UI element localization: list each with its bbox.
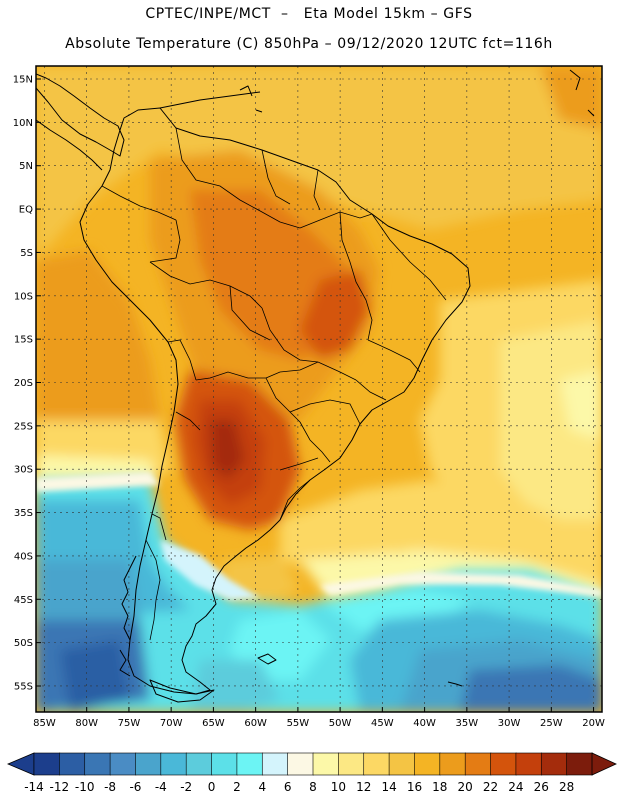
colorbar-label: 28 xyxy=(559,780,574,794)
lon-tick-label: 20W xyxy=(582,718,605,729)
lon-tick-label: 50W xyxy=(329,718,352,729)
colorbar-label: 2 xyxy=(233,780,241,794)
colorbar-label: 18 xyxy=(432,780,447,794)
colorbar-label: 26 xyxy=(534,780,549,794)
lon-tick-label: 80W xyxy=(75,718,98,729)
lat-tick-label: 10N xyxy=(13,118,33,129)
colorbar-swatch xyxy=(33,752,61,776)
lon-tick-label: 40W xyxy=(413,718,436,729)
colorbar-label: 8 xyxy=(309,780,317,794)
title-line-1: CPTEC/INPE/MCT – Eta Model 15km – GFS xyxy=(145,6,473,22)
lon-tick-label: 45W xyxy=(371,718,394,729)
colorbar-swatch xyxy=(312,752,340,776)
colorbar-swatch xyxy=(59,752,86,776)
colorbar-label: -4 xyxy=(155,780,167,794)
colorbar-label: -8 xyxy=(104,780,116,794)
colorbar-swatch xyxy=(439,752,466,776)
title-line-2: Absolute Temperature (C) 850hPa – 09/12/… xyxy=(65,36,553,52)
lat-tick-label: 15S xyxy=(14,335,33,346)
colorbar: -14 -12 -10 -8 -6 -4 -2 0 2 4 6 8 10 12 14 16 18 20 22 24 26… xyxy=(6,752,617,794)
colorbar-label: -2 xyxy=(180,780,192,794)
colorbar-swatch xyxy=(287,752,314,776)
colorbar-label: 6 xyxy=(284,780,292,794)
colorbar-high-arrow xyxy=(591,752,617,776)
lon-tick-label: 35W xyxy=(456,718,479,729)
lon-tick-label: 60W xyxy=(244,718,267,729)
plot-frame xyxy=(35,65,603,713)
lon-tick-label: 65W xyxy=(202,718,225,729)
lon-tick-label: 25W xyxy=(540,718,563,729)
colorbar-label: 10 xyxy=(331,780,346,794)
temperature-field xyxy=(36,66,602,712)
lat-tick-label: 20S xyxy=(14,378,33,389)
lon-tick-label: 75W xyxy=(118,718,141,729)
coastlines xyxy=(36,69,595,703)
colorbar-swatch xyxy=(160,752,187,776)
latitude-labels: 15N 10N 5N EQ 5S 10S 15S 20S 25S 30S 35S 40S 45S 50S 5… xyxy=(13,75,33,693)
colorbar-label: -12 xyxy=(50,780,70,794)
colorbar-label: 12 xyxy=(356,780,371,794)
colorbar-swatch xyxy=(566,752,593,776)
colorbar-swatch xyxy=(261,752,289,776)
colorbar-label: -10 xyxy=(75,780,95,794)
lat-tick-label: 50S xyxy=(14,638,33,649)
colorbar-swatch xyxy=(363,752,390,776)
colorbar-label: 22 xyxy=(483,780,498,794)
lat-tick-label: 55S xyxy=(14,681,33,692)
lon-tick-label: 85W xyxy=(33,718,56,729)
lat-tick-label: 15N xyxy=(13,75,33,86)
colorbar-label: -14 xyxy=(24,780,44,794)
colorbar-low-arrow xyxy=(6,752,35,776)
lat-tick-label: 30S xyxy=(14,465,33,476)
lon-tick-label: 30W xyxy=(498,718,521,729)
lon-tick-label: 55W xyxy=(287,718,310,729)
colorbar-swatch xyxy=(338,752,365,776)
longitude-labels: 85W 80W 75W 70W 65W 60W 55W 50W 45W 40W 35W 30W 25W 2… xyxy=(33,718,605,729)
colorbar-swatch xyxy=(135,752,162,776)
lat-tick-label: 25S xyxy=(14,421,33,432)
lat-tick-label: 10S xyxy=(14,291,33,302)
lat-tick-label: 40S xyxy=(14,551,33,562)
lon-tick-label: 70W xyxy=(160,718,183,729)
longitude-ticks xyxy=(43,707,595,712)
colorbar-label: 4 xyxy=(258,780,266,794)
colorbar-swatch xyxy=(540,752,568,776)
country-borders xyxy=(101,127,447,641)
colorbar-label: 24 xyxy=(508,780,523,794)
colorbar-swatch xyxy=(236,752,264,776)
lat-tick-label: EQ xyxy=(19,205,33,216)
colorbar-label: 0 xyxy=(208,780,216,794)
lat-lon-grid xyxy=(36,66,602,712)
lat-tick-label: 5S xyxy=(20,248,33,259)
lat-tick-label: 35S xyxy=(14,508,33,519)
lat-tick-label: 5N xyxy=(19,161,33,172)
colorbar-swatch xyxy=(109,752,137,776)
latitude-ticks xyxy=(36,78,41,687)
colorbar-label: 14 xyxy=(381,780,396,794)
colorbar-swatch xyxy=(388,752,416,776)
colorbar-swatch xyxy=(490,752,517,776)
colorbar-swatch xyxy=(414,752,441,776)
colorbar-swatch xyxy=(185,752,213,776)
colorbar-label: 20 xyxy=(458,780,473,794)
colorbar-label: -6 xyxy=(129,780,141,794)
colorbar-swatch xyxy=(84,752,111,776)
lat-tick-label: 45S xyxy=(14,595,33,606)
colorbar-swatch xyxy=(464,752,492,776)
colorbar-swatch xyxy=(211,752,238,776)
colorbar-swatch xyxy=(515,752,543,776)
colorbar-label: 16 xyxy=(407,780,422,794)
